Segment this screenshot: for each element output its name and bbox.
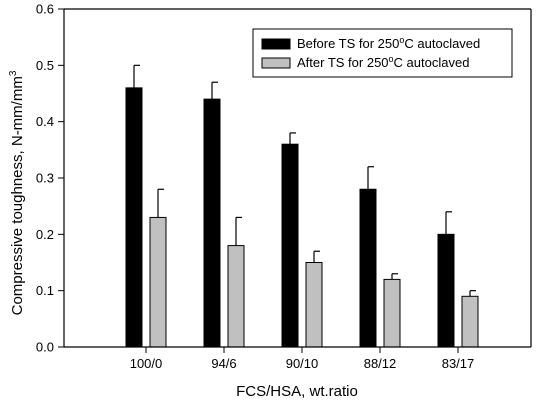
x-tick-label: 100/0 — [130, 356, 163, 371]
y-tick-label: 0.2 — [36, 227, 54, 242]
bar-before — [281, 143, 299, 348]
legend-swatch-after — [261, 57, 291, 69]
legend-item-before: Before TS for 250oC autoclaved — [261, 35, 480, 51]
axis-ticks: 0.0 0.1 0.2 0.3 0.4 0.5 0.6 100/0 94/6 90/10 88/12… — [36, 2, 474, 372]
y-tick-label: 0.3 — [36, 171, 54, 186]
error-bar-after — [157, 188, 164, 218]
bar-after — [149, 216, 167, 348]
legend: Before TS for 250oC autoclaved After TS … — [252, 28, 513, 78]
legend-item-after: After TS for 250oC autoclaved — [261, 54, 469, 70]
error-bar-after — [469, 290, 476, 297]
error-bar-after — [313, 250, 320, 263]
error-bar-before — [367, 166, 374, 190]
error-bar-before — [289, 132, 296, 145]
error-bar-before — [211, 81, 218, 100]
error-bar-after — [235, 216, 242, 246]
error-bar-before — [133, 64, 140, 88]
bar-before — [125, 87, 143, 348]
legend-box — [252, 28, 513, 78]
y-axis-title: Compressive toughness, N-mm/mm3 — [8, 70, 26, 315]
plot-frame — [63, 8, 532, 348]
bars — [125, 87, 479, 348]
bar-after — [305, 262, 323, 348]
error-bar-after — [391, 273, 398, 280]
x-tick-label: 83/17 — [442, 356, 475, 371]
bar-after — [227, 245, 245, 348]
y-tick-label: 0.0 — [36, 340, 54, 355]
bar-after — [383, 278, 401, 348]
legend-label-before: Before TS for 250oC autoclaved — [297, 35, 480, 51]
bar-before — [437, 233, 455, 348]
x-axis-title: FCS/HSA, wt.ratio — [236, 383, 358, 400]
x-tick-label: 88/12 — [364, 356, 397, 371]
bar-after — [461, 295, 479, 348]
y-tick-label: 0.5 — [36, 58, 54, 73]
x-tick-label: 94/6 — [211, 356, 236, 371]
bar-before — [359, 188, 377, 348]
y-tick-label: 0.1 — [36, 283, 54, 298]
legend-swatch-before — [261, 38, 291, 50]
y-tick-label: 0.4 — [36, 114, 54, 129]
error-bar-before — [445, 211, 452, 235]
x-tick-label: 90/10 — [286, 356, 319, 371]
y-tick-label: 0.6 — [36, 2, 54, 17]
bar-before — [203, 98, 221, 348]
legend-label-after: After TS for 250oC autoclaved — [297, 54, 469, 70]
error-bars — [133, 64, 476, 297]
